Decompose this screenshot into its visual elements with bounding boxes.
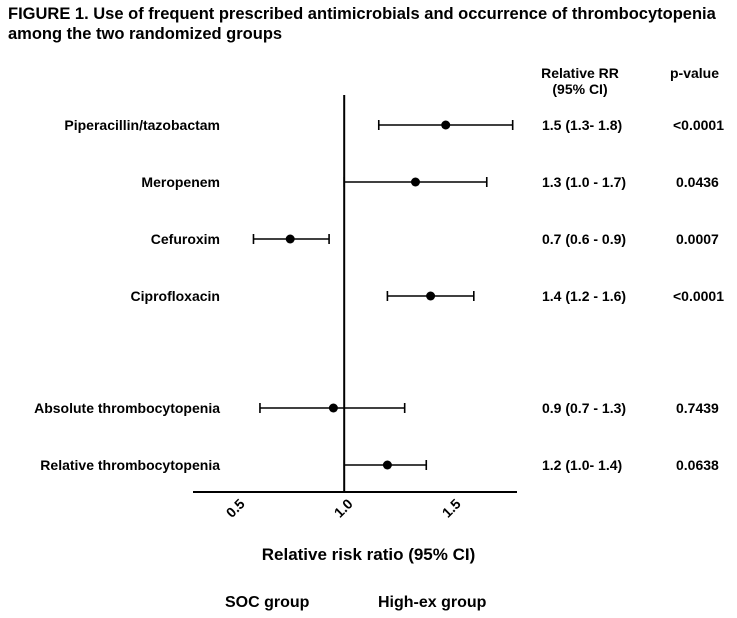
- left-group-label: SOC group: [225, 594, 310, 611]
- row-label: Cefuroxim: [150, 231, 220, 247]
- row-label: Piperacillin/tazobactam: [64, 117, 220, 133]
- p-value: 0.0436: [676, 174, 719, 190]
- p-value: 0.0638: [676, 457, 719, 473]
- rr-ci-value: 1.5 (1.3- 1.8): [542, 117, 623, 133]
- rr-ci-value: 1.4 (1.2 - 1.6): [542, 288, 627, 304]
- p-value: 0.0007: [676, 231, 719, 247]
- x-tick-label: 1.5: [439, 495, 464, 520]
- x-axis-label: Relative risk ratio (95% CI): [261, 545, 476, 564]
- point-estimate-marker: [426, 291, 436, 301]
- p-value: 0.7439: [676, 400, 719, 416]
- p-value-column-header: p-value: [670, 65, 720, 81]
- rr-column-header: Relative RR: [541, 65, 619, 81]
- rr-ci-value: 1.3 (1.0 - 1.7): [542, 174, 627, 190]
- ci-column-header: (95% CI): [552, 81, 608, 97]
- point-estimate-marker: [285, 234, 295, 244]
- p-value: <0.0001: [673, 288, 724, 304]
- x-tick-label: 0.5: [223, 495, 248, 520]
- rr-ci-value: 0.9 (0.7 - 1.3): [542, 400, 627, 416]
- right-group-label: High-ex group: [378, 594, 487, 611]
- rr-ci-value: 1.2 (1.0- 1.4): [542, 457, 623, 473]
- row-label: Meropenem: [141, 174, 220, 190]
- row-label: Relative thrombocytopenia: [40, 457, 220, 473]
- point-estimate-marker: [328, 403, 338, 413]
- x-tick-label: 1.0: [331, 495, 356, 520]
- p-value: <0.0001: [673, 117, 724, 133]
- point-estimate-marker: [441, 120, 451, 130]
- row-label: Ciprofloxacin: [130, 288, 220, 304]
- chart-title: FIGURE 1. Use of frequent prescribed ant…: [8, 5, 716, 43]
- point-estimate-marker: [382, 460, 392, 470]
- row-label: Absolute thrombocytopenia: [34, 400, 220, 416]
- point-estimate-marker: [410, 177, 420, 187]
- rr-ci-value: 0.7 (0.6 - 0.9): [542, 231, 627, 247]
